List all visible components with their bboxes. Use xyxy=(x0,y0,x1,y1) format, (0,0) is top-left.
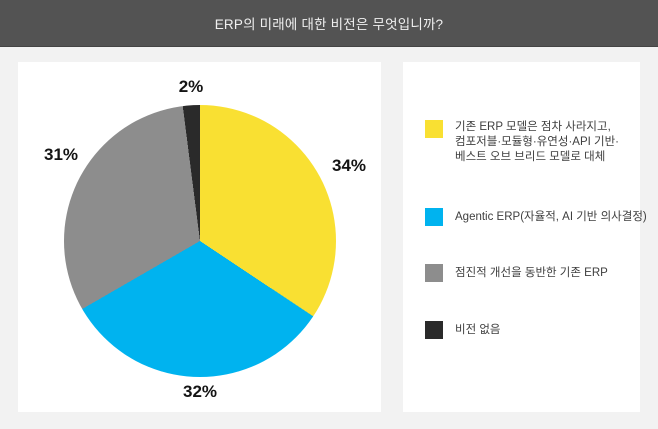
pie-label-yellow: 34% xyxy=(331,156,367,175)
legend-card: 기존 ERP 모델은 점차 사라지고, 컴포저블·모듈형·유연성·API 기반·… xyxy=(403,62,647,412)
legend-label: Agentic ERP(자율적, AI 기반 의사결정) xyxy=(455,210,647,225)
legend-label: 기존 ERP 모델은 점차 사라지고, 컴포저블·모듈형·유연성·API 기반·… xyxy=(455,120,619,165)
legend-swatch-gray xyxy=(425,264,443,282)
legend-label-line: 비전 없음 xyxy=(455,323,501,336)
legend-label: 점진적 개선을 동반한 기존 ERP xyxy=(455,266,608,281)
legend-label-line: 기존 ERP 모델은 점차 사라지고, xyxy=(455,121,611,133)
legend-item-composable-replacement: 기존 ERP 모델은 점차 사라지고, 컴포저블·모듈형·유연성·API 기반·… xyxy=(425,120,632,165)
legend-label-line: 베스트 오브 브리드 모델로 대체 xyxy=(455,151,606,163)
legend-label-line: 점진적 개선을 동반한 기존 ERP xyxy=(455,266,608,279)
legend-swatch-yellow xyxy=(425,120,443,138)
pie-label-gray: 31% xyxy=(43,145,79,164)
legend-label: 비전 없음 xyxy=(455,323,501,338)
legend-label-line: Agentic ERP(자율적, AI 기반 의사결정) xyxy=(455,210,647,223)
question-title: ERP의 미래에 대한 비전은 무엇입니까? xyxy=(214,17,444,32)
pie-chart xyxy=(64,105,336,377)
pie-label-black: 2% xyxy=(178,77,204,96)
question-header: ERP의 미래에 대한 비전은 무엇입니까? xyxy=(0,0,658,47)
legend-swatch-blue xyxy=(425,208,443,226)
legend-item-incremental-erp: 점진적 개선을 동반한 기존 ERP xyxy=(425,264,632,282)
legend-item-agentic-erp: Agentic ERP(자율적, AI 기반 의사결정) xyxy=(425,208,647,226)
pie-chart-card: 34% 32% 31% 2% xyxy=(18,62,381,412)
pie-label-blue: 32% xyxy=(182,382,218,401)
legend-swatch-black xyxy=(425,321,443,339)
legend-label-line: 컴포저블·모듈형·유연성·API 기반· xyxy=(455,136,620,148)
legend-item-no-vision: 비전 없음 xyxy=(425,321,632,339)
